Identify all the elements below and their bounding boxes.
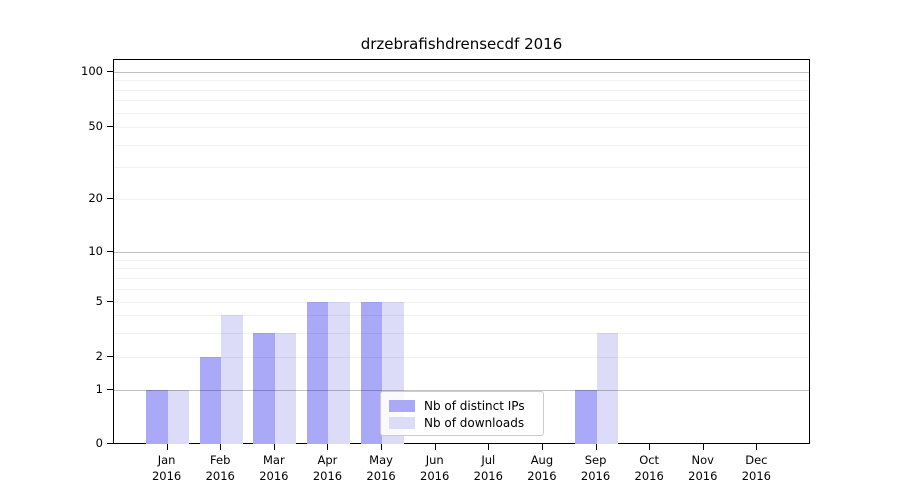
bar-distinct-ips — [575, 390, 597, 444]
x-tick-mark — [649, 444, 651, 450]
major-gridline — [114, 390, 809, 391]
bar-downloads — [328, 302, 350, 444]
y-tick-mark — [107, 301, 113, 302]
minor-gridline — [114, 144, 809, 146]
x-tick-label: Jan 2016 — [151, 453, 182, 483]
major-gridline — [114, 252, 809, 253]
x-tick-mark — [595, 444, 597, 450]
legend-label: Nb of distinct IPs — [424, 398, 525, 413]
x-tick-label: Mar 2016 — [259, 453, 289, 483]
y-tick-label: 0 — [95, 436, 103, 450]
minor-gridline — [114, 100, 809, 102]
minor-gridline — [114, 112, 809, 114]
x-tick-label: Dec 2016 — [741, 453, 772, 483]
minor-gridline — [114, 80, 809, 82]
chart-title: drzebrafishdrensecdf 2016 — [360, 35, 563, 53]
y-tick-mark — [107, 389, 113, 390]
y-tick-label: 10 — [88, 244, 103, 258]
minor-gridline — [114, 288, 809, 290]
y-tick-mark — [107, 198, 113, 199]
y-tick-label: 5 — [95, 294, 103, 308]
legend-label: Nb of downloads — [424, 415, 525, 430]
major-gridline — [114, 72, 809, 73]
x-tick-mark — [541, 444, 543, 450]
x-tick-label: Nov 2016 — [688, 453, 718, 483]
bar-distinct-ips — [199, 357, 222, 444]
plot-area — [113, 59, 810, 444]
y-tick-mark — [107, 356, 113, 357]
y-tick-label: 1 — [95, 382, 103, 396]
x-tick-label: Aug 2016 — [527, 453, 557, 483]
x-tick-label: May 2016 — [366, 453, 396, 483]
x-tick-mark — [488, 444, 490, 450]
x-tick-mark — [327, 444, 329, 450]
legend-entry: Nb of downloads — [389, 414, 535, 431]
minor-gridline — [114, 277, 809, 279]
y-tick-mark — [107, 71, 113, 72]
x-tick-label: Sep 2016 — [580, 453, 611, 483]
x-tick-label: Jul 2016 — [473, 453, 503, 483]
minor-gridline — [114, 259, 809, 261]
legend-entry: Nb of distinct IPs — [389, 397, 535, 414]
x-tick-mark — [220, 444, 222, 450]
legend-swatch-icon — [389, 416, 415, 429]
y-tick-label: 100 — [81, 64, 103, 78]
x-tick-mark — [756, 444, 758, 450]
x-tick-label: Jun 2016 — [420, 453, 450, 483]
x-tick-label: Oct 2016 — [634, 453, 664, 483]
y-tick-label: 2 — [95, 349, 103, 363]
minor-gridline — [114, 357, 809, 358]
y-tick-label: 20 — [88, 191, 103, 205]
y-tick-mark — [107, 443, 113, 444]
x-tick-mark — [434, 444, 436, 450]
bar-downloads — [274, 332, 297, 444]
x-tick-label: Apr 2016 — [312, 453, 343, 483]
legend-swatch-icon — [389, 399, 415, 412]
bar-distinct-ips — [253, 332, 275, 444]
bar-downloads — [596, 332, 619, 444]
legend: Nb of distinct IPs Nb of downloads — [380, 391, 544, 436]
minor-gridline — [114, 89, 809, 91]
bar-distinct-ips — [360, 302, 383, 444]
x-tick-mark — [702, 444, 704, 450]
minor-gridline — [114, 127, 809, 128]
minor-gridline — [114, 315, 809, 317]
y-tick-label: 50 — [88, 119, 103, 133]
y-tick-mark — [107, 126, 113, 127]
minor-gridline — [114, 199, 809, 200]
x-tick-label: Feb 2016 — [205, 453, 235, 483]
bar-downloads — [167, 390, 190, 444]
x-tick-mark — [166, 444, 168, 450]
bar-distinct-ips — [146, 390, 168, 444]
y-tick-mark — [107, 251, 113, 252]
minor-gridline — [114, 302, 809, 303]
minor-gridline — [114, 332, 809, 334]
x-tick-mark — [273, 444, 275, 450]
bar-downloads — [221, 315, 243, 444]
minor-gridline — [114, 167, 809, 169]
bar-distinct-ips — [306, 302, 329, 444]
minor-gridline — [114, 268, 809, 270]
x-tick-mark — [381, 444, 383, 450]
